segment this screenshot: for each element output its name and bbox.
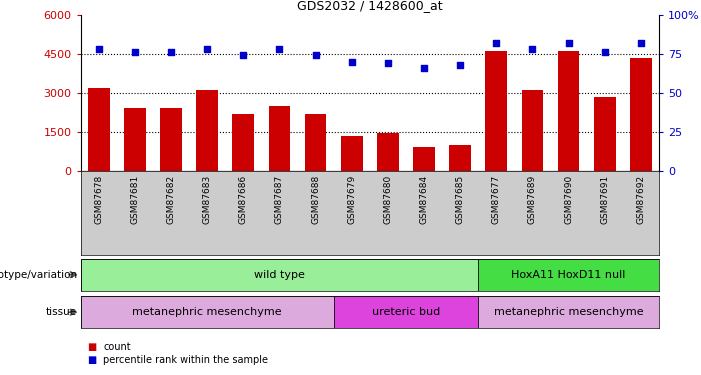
Text: tissue: tissue xyxy=(46,307,77,317)
Text: GSM87679: GSM87679 xyxy=(347,175,356,224)
Text: GSM87678: GSM87678 xyxy=(94,175,103,224)
Point xyxy=(563,40,574,46)
Text: GSM87686: GSM87686 xyxy=(239,175,247,224)
Text: GSM87684: GSM87684 xyxy=(419,175,428,224)
Bar xyxy=(196,90,218,171)
Bar xyxy=(81,296,334,328)
Text: GSM87680: GSM87680 xyxy=(383,175,393,224)
Text: GSM87682: GSM87682 xyxy=(166,175,175,224)
Text: ■: ■ xyxy=(88,355,97,365)
Text: GSM87688: GSM87688 xyxy=(311,175,320,224)
Text: ureteric bud: ureteric bud xyxy=(372,307,440,317)
Bar xyxy=(81,259,478,291)
Bar xyxy=(334,296,478,328)
Text: metanephric mesenchyme: metanephric mesenchyme xyxy=(132,307,282,317)
Title: GDS2032 / 1428600_at: GDS2032 / 1428600_at xyxy=(297,0,442,12)
Point xyxy=(274,46,285,52)
Bar xyxy=(124,108,146,171)
Point xyxy=(635,40,646,46)
Point xyxy=(129,50,140,55)
Bar xyxy=(268,106,290,171)
Bar xyxy=(630,58,652,171)
Point xyxy=(201,46,212,52)
Text: GSM87690: GSM87690 xyxy=(564,175,573,224)
Bar xyxy=(413,147,435,171)
Bar xyxy=(478,259,659,291)
Text: GSM87691: GSM87691 xyxy=(600,175,609,224)
Point xyxy=(165,50,177,55)
Text: GSM87677: GSM87677 xyxy=(492,175,501,224)
Point xyxy=(527,46,538,52)
Text: GSM87681: GSM87681 xyxy=(130,175,139,224)
Point xyxy=(238,53,249,58)
Point xyxy=(346,58,358,64)
Point xyxy=(310,53,321,58)
Bar xyxy=(160,108,182,171)
Point xyxy=(454,62,465,68)
Point xyxy=(491,40,502,46)
Point xyxy=(599,50,611,55)
Text: percentile rank within the sample: percentile rank within the sample xyxy=(103,355,268,365)
Bar xyxy=(233,114,254,171)
Text: GSM87683: GSM87683 xyxy=(203,175,212,224)
Text: count: count xyxy=(103,342,130,352)
Bar xyxy=(485,51,507,171)
Text: genotype/variation: genotype/variation xyxy=(0,270,77,280)
Text: HoxA11 HoxD11 null: HoxA11 HoxD11 null xyxy=(512,270,626,280)
Bar xyxy=(341,136,362,171)
Point xyxy=(93,46,104,52)
Bar xyxy=(594,97,615,171)
Text: GSM87692: GSM87692 xyxy=(637,175,646,224)
Bar xyxy=(88,88,109,171)
Text: GSM87687: GSM87687 xyxy=(275,175,284,224)
Bar xyxy=(558,51,580,171)
Bar xyxy=(377,133,399,171)
Point xyxy=(382,60,393,66)
Bar xyxy=(478,296,659,328)
Text: GSM87689: GSM87689 xyxy=(528,175,537,224)
Bar xyxy=(522,90,543,171)
Text: metanephric mesenchyme: metanephric mesenchyme xyxy=(494,307,644,317)
Bar xyxy=(305,114,327,171)
Text: ■: ■ xyxy=(88,342,97,352)
Text: GSM87685: GSM87685 xyxy=(456,175,465,224)
Point xyxy=(418,65,430,71)
Text: wild type: wild type xyxy=(254,270,305,280)
Bar xyxy=(449,145,471,171)
